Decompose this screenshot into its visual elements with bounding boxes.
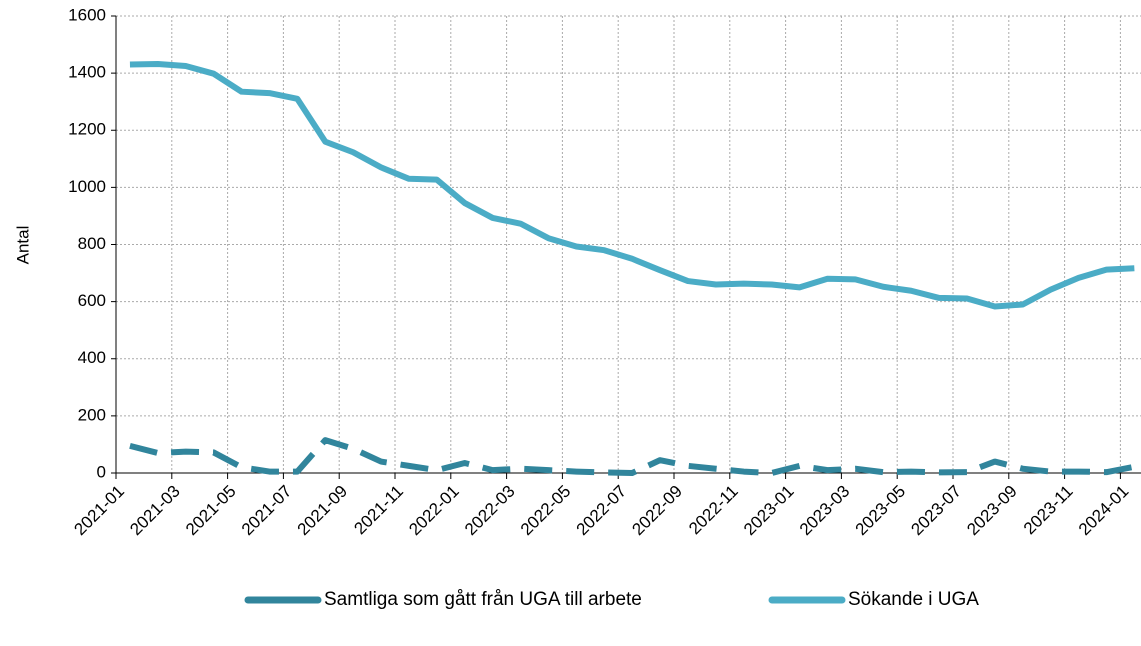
x-tick-label: 2022-09 (628, 482, 686, 540)
x-tick-label: 2023-07 (907, 482, 965, 540)
y-tick-label: 1000 (68, 177, 106, 196)
x-tick-label: 2022-07 (573, 482, 631, 540)
x-tick-label: 2022-11 (685, 482, 742, 539)
y-tick-label: 0 (97, 462, 106, 481)
y-axis-label: Antal (13, 226, 32, 265)
x-tick-label: 2023-11 (1020, 482, 1077, 539)
y-tick-label: 400 (78, 348, 106, 367)
x-tick-label: 2021-05 (182, 482, 240, 540)
y-tick-label: 800 (78, 234, 106, 253)
x-tick-label: 2023-03 (796, 482, 854, 540)
x-tick-label: 2021-01 (70, 482, 128, 540)
x-tick-label: 2023-05 (852, 482, 910, 540)
y-tick-label: 1200 (68, 120, 106, 139)
y-tick-label: 1600 (68, 5, 106, 24)
x-tick-label: 2022-01 (405, 482, 463, 540)
legend-label: Sökande i UGA (848, 589, 979, 610)
data-line (129, 437, 1135, 476)
x-tick-label: 2021-11 (350, 482, 407, 539)
x-tick-label: 2021-07 (238, 482, 296, 540)
x-tick-label: 2021-03 (126, 482, 184, 540)
y-tick-label: 600 (78, 291, 106, 310)
x-tick-label: 2021-09 (294, 482, 352, 540)
x-tick-label: 2022-05 (517, 482, 575, 540)
x-tick-label: 2023-01 (740, 482, 798, 540)
y-tick-label: 200 (78, 405, 106, 424)
data-line (129, 60, 1135, 310)
legend-label: Samtliga som gått från UGA till arbete (324, 589, 642, 610)
x-tick-label: 2022-03 (461, 482, 519, 540)
x-tick-label: 2023-09 (963, 482, 1021, 540)
x-tick-label: 2024-01 (1075, 482, 1133, 540)
y-tick-label: 1400 (68, 63, 106, 82)
